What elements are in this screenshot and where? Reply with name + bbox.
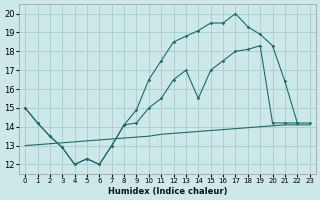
X-axis label: Humidex (Indice chaleur): Humidex (Indice chaleur) (108, 187, 227, 196)
